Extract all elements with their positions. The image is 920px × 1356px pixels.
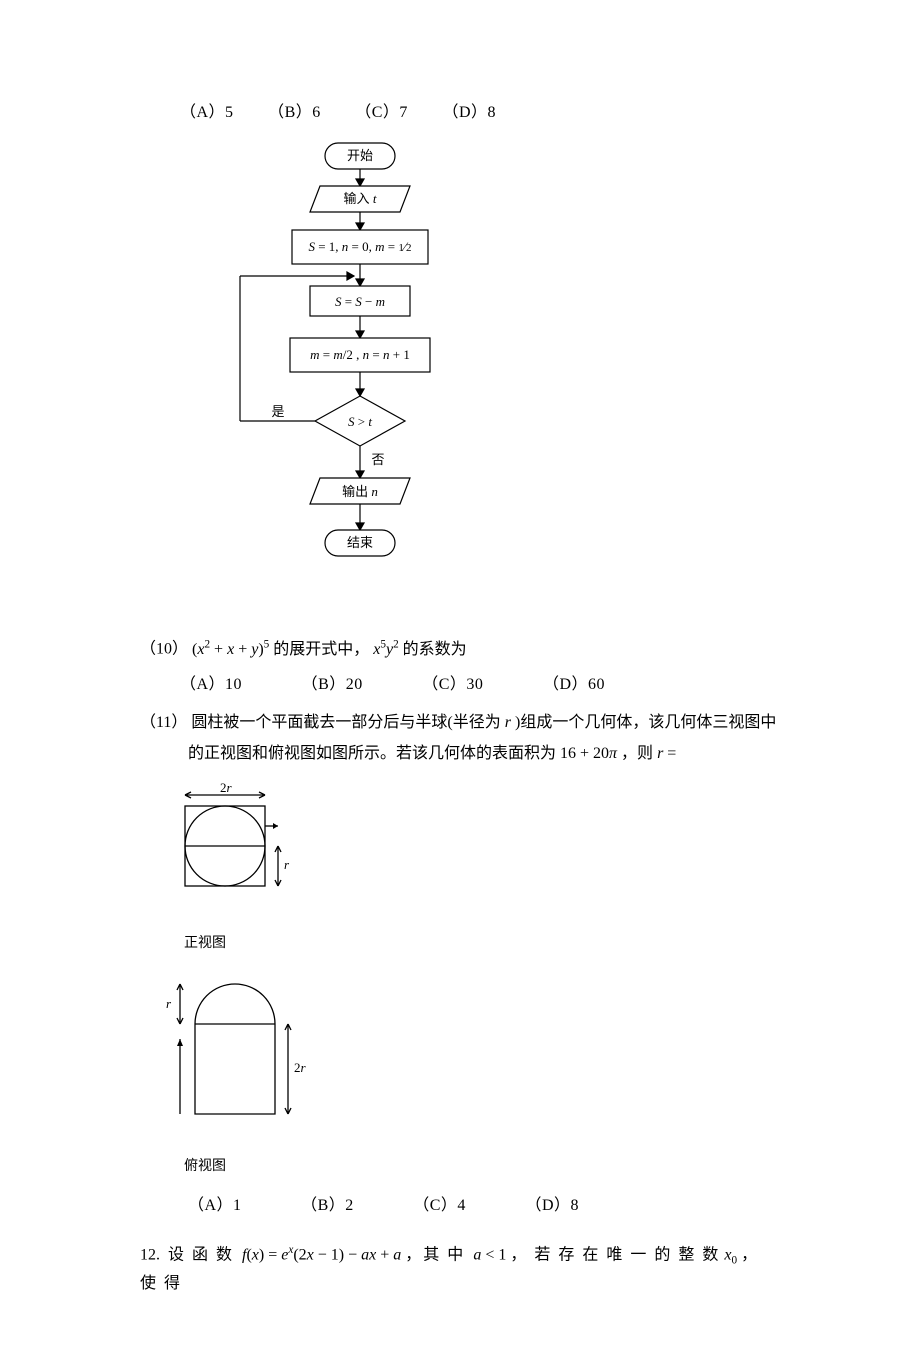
svg-text:2r: 2r	[294, 1060, 307, 1075]
q11-views: 2r r 正视图 r	[160, 781, 780, 1179]
flow-init: S = 1, n = 0, m = 1⁄2	[308, 239, 411, 254]
flow-output: 输出 n	[342, 484, 378, 499]
q10-num: （10）	[140, 641, 188, 658]
q9-option-b: （B）6	[268, 104, 321, 121]
q9-option-a: （A）5	[180, 104, 234, 121]
q10-options: （A）10 （B）20 （C）30 （D）60	[180, 672, 780, 698]
svg-text:r: r	[284, 857, 290, 872]
top-view-figure: r 2r	[160, 964, 310, 1144]
q10-option-d: （D）60	[543, 676, 605, 693]
q10-option-c: （C）30	[422, 676, 483, 693]
flow-start: 开始	[347, 148, 373, 163]
q10-option-b: （B）20	[302, 676, 363, 693]
q12-text: 设 函 数	[168, 1247, 234, 1264]
q12-num: 12.	[140, 1247, 160, 1264]
flow-end: 结束	[347, 535, 373, 550]
front-view-caption: 正视图	[184, 933, 780, 955]
q11-line1: 圆柱被一个平面截去一部分后与半球(半径为 r )组成一个几何体，该几何体三视图中	[191, 714, 776, 731]
flow-yes: 是	[271, 404, 284, 419]
q10-text: (x2 + x + y)5 的展开式中， x5y2 的系数为	[192, 641, 467, 658]
q11-options: （A）1 （B）2 （C）4 （D）8	[188, 1193, 780, 1219]
q11-line2: 的正视图和俯视图如图所示。若该几何体的表面积为 16 + 20π ，则 r =	[188, 741, 780, 767]
flow-step2: m = m/2 , n = n + 1	[310, 347, 410, 362]
q11-num: （11）	[140, 714, 187, 731]
svg-text:r: r	[166, 996, 172, 1011]
q9-options: （A）5 （B）6 （C）7 （D）8	[180, 100, 780, 126]
q9-option-d: （D）8	[442, 104, 496, 121]
flowchart-diagram: 开始 输入 t S = 1, n = 0, m = 1⁄2 S = S − m	[220, 138, 780, 617]
front-view-figure: 2r r	[160, 781, 310, 921]
q12-question: 12. 设 函 数 f(x) = ex(2x − 1) − ax + a ，其 …	[140, 1242, 780, 1296]
q10-option-a: （A）10	[180, 676, 242, 693]
flow-no: 否	[371, 452, 384, 467]
q11-question: （11） 圆柱被一个平面截去一部分后与半球(半径为 r )组成一个几何体，该几何…	[140, 710, 780, 736]
flow-input: 输入 t	[344, 191, 377, 206]
q11-option-c: （C）4	[413, 1197, 466, 1214]
flow-cond: S > t	[348, 414, 372, 429]
q11-option-a: （A）1	[188, 1197, 242, 1214]
q9-option-c: （C）7	[355, 104, 408, 121]
svg-text:2r: 2r	[220, 781, 233, 795]
top-view-caption: 俯视图	[184, 1156, 780, 1178]
q11-option-b: （B）2	[301, 1197, 354, 1214]
q10-question: （10） (x2 + x + y)5 的展开式中， x5y2 的系数为	[140, 636, 780, 662]
flow-step1: S = S − m	[335, 294, 385, 309]
q11-option-d: （D）8	[525, 1197, 579, 1214]
